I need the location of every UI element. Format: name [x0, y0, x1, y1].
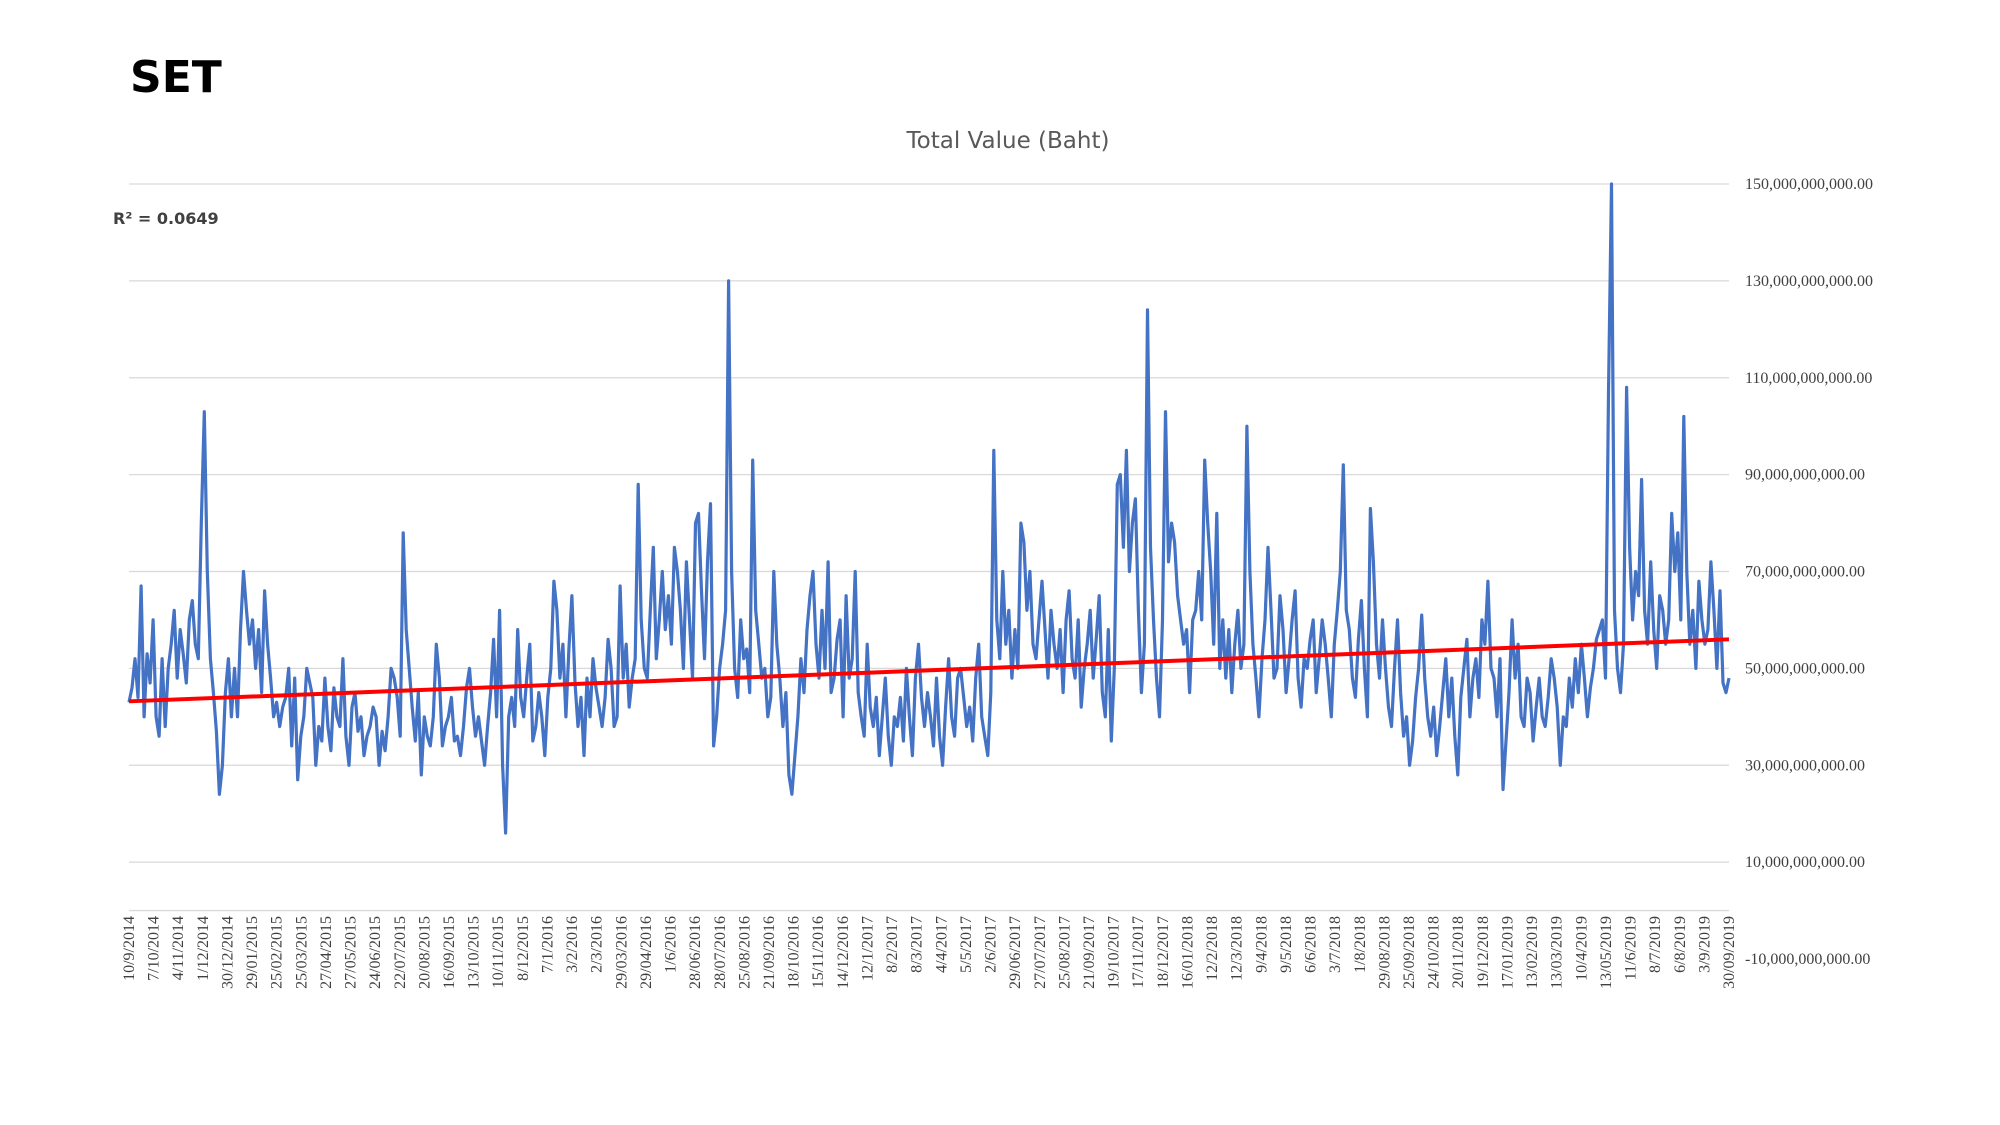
- x-tick-label: 19/12/2018: [1475, 916, 1492, 989]
- x-tick-label: 10/11/2015: [490, 916, 507, 988]
- x-tick-label: 8/12/2015: [515, 916, 532, 981]
- x-tick-label: 6/8/2019: [1672, 916, 1689, 973]
- trendline-layer: [128, 637, 1730, 704]
- series-line: [127, 182, 1731, 835]
- x-tick-label: 3/9/2019: [1696, 916, 1713, 973]
- x-tick-label: 15/11/2016: [810, 916, 827, 988]
- x-tick-label: 16/01/2018: [1180, 916, 1197, 989]
- y-tick-label: 110,000,000,000.00: [1745, 370, 1872, 387]
- y-tick-label: 90,000,000,000.00: [1745, 467, 1865, 484]
- series-layer: [127, 182, 1731, 835]
- x-tick-label: 25/09/2018: [1401, 916, 1418, 989]
- y-tick-label: 10,000,000,000.00: [1745, 854, 1865, 871]
- x-tick-label: 21/09/2017: [1081, 916, 1098, 989]
- x-tick-label: 29/01/2015: [244, 916, 261, 989]
- trendline: [128, 637, 1730, 704]
- x-tick-label: 27/04/2015: [318, 916, 335, 989]
- x-tick-label: 22/07/2015: [392, 916, 409, 989]
- x-tick-label: 2/6/2017: [983, 916, 1000, 973]
- y-tick-label: 50,000,000,000.00: [1745, 660, 1865, 677]
- x-tick-label: 8/7/2019: [1647, 916, 1664, 973]
- x-tick-label: 28/06/2016: [687, 916, 704, 989]
- y-tick-label: 30,000,000,000.00: [1745, 757, 1865, 774]
- gridlines: [129, 183, 1729, 912]
- r-squared-label: R² = 0.0649: [113, 209, 219, 228]
- x-tick-label: 13/03/2019: [1549, 916, 1566, 989]
- x-tick-label: 18/12/2017: [1155, 916, 1172, 989]
- x-tick-label: 10/4/2019: [1573, 916, 1590, 981]
- x-tick-label: 30/12/2014: [220, 916, 237, 989]
- y-tick-label: 130,000,000,000.00: [1745, 273, 1873, 290]
- x-tick-label: 10/9/2014: [121, 916, 138, 981]
- x-tick-label: 24/10/2018: [1426, 916, 1443, 989]
- x-tick-label: 25/08/2017: [1056, 916, 1073, 989]
- x-axis-ticks: 10/9/2014 7/10/2014 4/11/2014 1/12/2014 30/1…: [121, 916, 1738, 989]
- x-tick-label: 25/08/2016: [736, 916, 753, 989]
- chart-title: Total Value (Baht): [906, 128, 1110, 154]
- x-tick-label: 12/2/2018: [1204, 916, 1221, 981]
- y-axis-ticks: -10,000,000,000.00 10,000,000,000.00 30,00…: [1745, 176, 1873, 968]
- x-tick-label: 8/2/2017: [884, 916, 901, 973]
- page-title: SET: [130, 52, 222, 103]
- x-tick-label: 24/06/2015: [367, 916, 384, 989]
- x-tick-label: 9/5/2018: [1278, 916, 1295, 973]
- x-tick-label: 13/02/2019: [1524, 916, 1541, 989]
- x-tick-label: 25/02/2015: [269, 916, 286, 989]
- x-tick-label: 9/4/2018: [1253, 916, 1270, 973]
- x-tick-label: 8/3/2017: [909, 916, 926, 973]
- x-tick-label: 28/07/2016: [712, 916, 729, 989]
- y-tick-label: -10,000,000,000.00: [1745, 951, 1870, 968]
- x-tick-label: 25/03/2015: [293, 916, 310, 989]
- x-tick-label: 21/09/2016: [761, 916, 778, 989]
- x-tick-label: 12/3/2018: [1229, 916, 1246, 981]
- x-tick-label: 5/5/2017: [958, 916, 975, 973]
- x-tick-label: 16/09/2015: [441, 916, 458, 989]
- x-tick-label: 1/8/2018: [1352, 916, 1369, 973]
- x-tick-label: 1/12/2014: [195, 916, 212, 981]
- x-tick-label: 13/05/2019: [1598, 916, 1615, 989]
- x-tick-label: 2/3/2016: [589, 916, 606, 973]
- x-tick-label: 20/11/2018: [1450, 916, 1467, 988]
- x-tick-label: 20/08/2015: [416, 916, 433, 989]
- x-tick-label: 29/03/2016: [613, 916, 630, 989]
- x-tick-label: 14/12/2016: [835, 916, 852, 989]
- x-tick-label: 4/11/2014: [170, 916, 187, 980]
- x-tick-label: 29/08/2018: [1376, 916, 1393, 989]
- x-tick-label: 19/10/2017: [1106, 916, 1123, 989]
- x-tick-label: 6/6/2018: [1303, 916, 1320, 973]
- x-tick-label: 7/1/2016: [540, 916, 557, 973]
- x-tick-label: 27/07/2017: [1032, 916, 1049, 989]
- x-tick-label: 11/6/2019: [1623, 916, 1640, 980]
- x-tick-label: 7/10/2014: [146, 916, 163, 981]
- y-tick-label: 150,000,000,000.00: [1745, 176, 1873, 193]
- x-tick-label: 27/05/2015: [343, 916, 360, 989]
- x-tick-label: 13/10/2015: [466, 916, 483, 989]
- x-tick-label: 18/10/2016: [786, 916, 803, 989]
- x-tick-label: 4/4/2017: [933, 916, 950, 973]
- x-tick-label: 1/6/2016: [663, 916, 680, 973]
- x-tick-label: 30/09/2019: [1721, 916, 1738, 989]
- x-tick-label: 17/11/2017: [1130, 916, 1147, 988]
- x-tick-label: 3/7/2018: [1327, 916, 1344, 973]
- x-tick-label: 3/2/2016: [564, 916, 581, 973]
- x-tick-label: 17/01/2019: [1500, 916, 1517, 989]
- x-tick-label: 29/04/2016: [638, 916, 655, 989]
- x-tick-label: 12/1/2017: [860, 916, 877, 981]
- x-tick-label: 29/06/2017: [1007, 916, 1024, 989]
- y-tick-label: 70,000,000,000.00: [1745, 564, 1865, 581]
